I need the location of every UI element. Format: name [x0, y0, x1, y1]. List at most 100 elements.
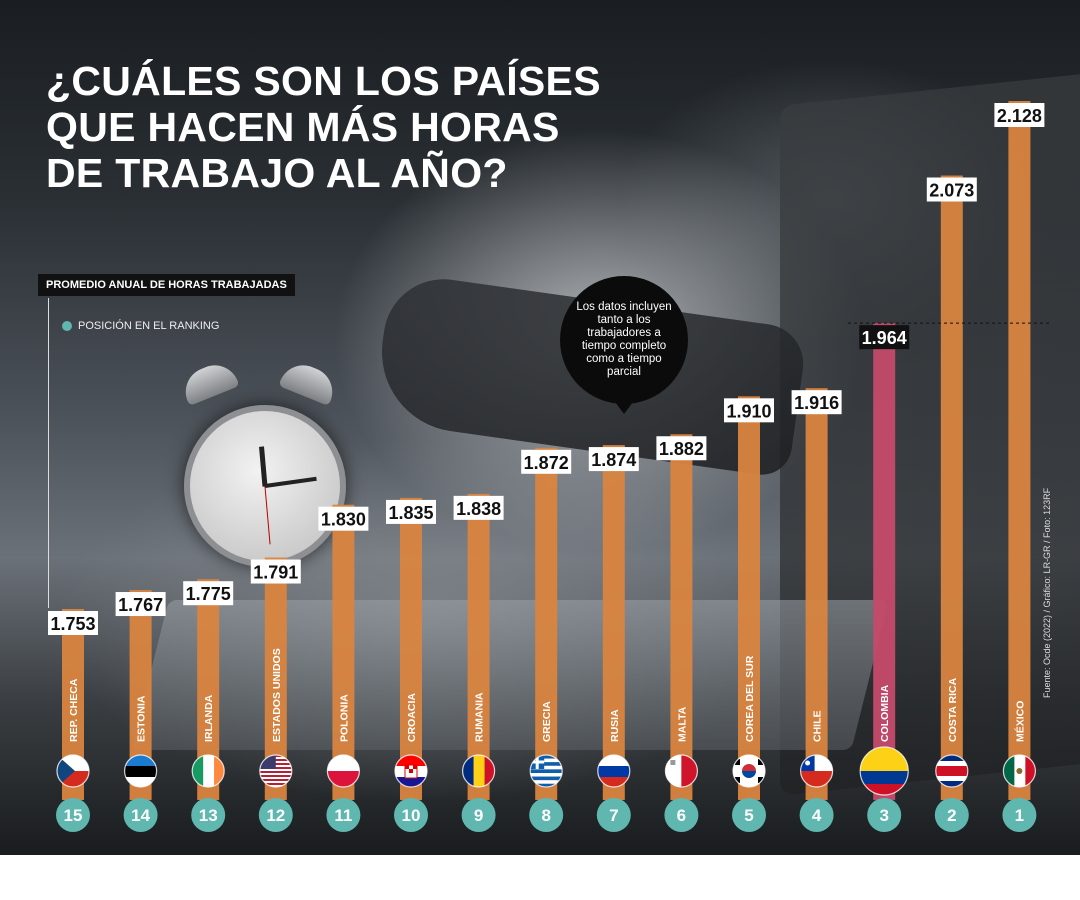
rank-label: 5 [744, 806, 753, 825]
mexico-flag-icon [1003, 755, 1036, 787]
ireland-flag-icon [192, 755, 225, 787]
category-label: RUMANIA [474, 692, 486, 742]
value-label-box [250, 559, 301, 584]
romania-flag-icon [462, 755, 495, 787]
value-label-box [183, 581, 234, 606]
category-label: RUSIA [609, 709, 621, 742]
flag-ring [326, 754, 360, 788]
value-label: 2.128 [997, 106, 1042, 126]
rank-label: 4 [812, 806, 822, 825]
value-label: 1.872 [524, 453, 569, 473]
bar [670, 434, 693, 800]
flag-ring [191, 754, 225, 788]
value-label-box [521, 449, 572, 474]
flag-ring [462, 754, 496, 788]
rank-circle [664, 798, 699, 832]
colombia-flag-icon [860, 747, 909, 795]
rank-label: 1 [1015, 806, 1024, 825]
rank-label: 6 [677, 806, 686, 825]
value-label: 1.874 [591, 450, 636, 470]
category-label: COLOMBIA [879, 684, 891, 742]
bar [602, 445, 625, 800]
flag-ring [124, 754, 158, 788]
value-label: 1.838 [456, 499, 501, 519]
estonia-flag-icon [124, 755, 157, 787]
rank-circle [867, 798, 902, 832]
flag-ring [597, 754, 631, 788]
bar [62, 609, 84, 800]
rank-circle [326, 798, 361, 832]
value-label: 1.835 [388, 503, 433, 523]
rank-label: 15 [64, 806, 83, 825]
czech-flag-icon [57, 755, 89, 787]
bar [805, 388, 828, 800]
bar [467, 493, 490, 800]
rank-dot-icon [62, 321, 72, 331]
value-label-box [318, 506, 369, 531]
category-label: COSTA RICA [947, 677, 959, 742]
alarm-clock-icon [178, 357, 350, 577]
rank-circle [1002, 798, 1037, 832]
page-title: ¿CUÁLES SON LOS PAÍSES QUE HACEN MÁS HOR… [46, 58, 601, 196]
malta-flag-icon [665, 755, 698, 787]
flag-ring [732, 754, 766, 788]
flag-ring [394, 754, 428, 788]
category-label: MÉXICO [1013, 701, 1026, 742]
category-label: ESTADOS UNIDOS [271, 648, 283, 742]
flag-ring [664, 754, 699, 788]
data-note-text: Los datos incluyen tanto a los trabajado… [576, 301, 672, 378]
bar [1008, 101, 1031, 800]
flag-ring [56, 754, 90, 788]
rank-circle [799, 798, 834, 832]
value-label-box [588, 447, 639, 472]
rank-label: 2 [947, 806, 956, 825]
rank-circle [934, 798, 969, 832]
greece-flag-icon [530, 755, 563, 787]
title-line-2: QUE HACEN MÁS HORAS [46, 104, 560, 150]
category-label: MALTA [676, 706, 688, 742]
rank-circle [258, 798, 293, 832]
value-label-box [48, 611, 98, 635]
poland-flag-icon [327, 755, 360, 787]
flag-ring [1002, 754, 1037, 788]
bar [129, 590, 152, 800]
rank-circle [123, 798, 158, 832]
bottom-band [0, 855, 1080, 900]
value-label-box [453, 495, 504, 520]
bar [738, 396, 760, 800]
category-label: IRLANDA [203, 694, 215, 742]
category-label: ESTONIA [136, 695, 148, 742]
category-label: CROACIA [406, 693, 418, 742]
value-label-box [115, 592, 166, 617]
category-label: REP. CHECA [68, 678, 80, 742]
legend-bar-label: PROMEDIO ANUAL DE HORAS TRABAJADAS [38, 274, 295, 296]
flag-ring [529, 754, 563, 788]
category-label: GRECIA [541, 701, 553, 742]
rank-circle [732, 798, 766, 832]
rank-circle [461, 798, 496, 832]
rank-label: 11 [334, 806, 352, 825]
flag-ring [799, 754, 834, 788]
category-label: CHILE [812, 711, 824, 743]
value-label: 1.830 [321, 510, 366, 530]
value-label: 2.073 [929, 181, 974, 201]
rank-circle [56, 798, 90, 832]
rank-label: 10 [402, 806, 421, 825]
bar [197, 579, 220, 800]
bar [873, 323, 896, 800]
value-label: 1.753 [50, 614, 95, 634]
legend-connector [48, 298, 49, 608]
value-label-box [859, 325, 910, 350]
rank-label: 7 [609, 806, 618, 825]
chile-flag-icon [800, 755, 833, 787]
value-label-box [386, 499, 436, 524]
costa-rica-flag-icon [935, 755, 968, 787]
category-label: COREA DEL SUR [744, 655, 756, 742]
bar [535, 447, 558, 800]
rank-circle [596, 798, 631, 832]
russia-flag-icon [597, 755, 630, 787]
rank-circle [529, 798, 564, 832]
value-label-box [656, 436, 707, 461]
